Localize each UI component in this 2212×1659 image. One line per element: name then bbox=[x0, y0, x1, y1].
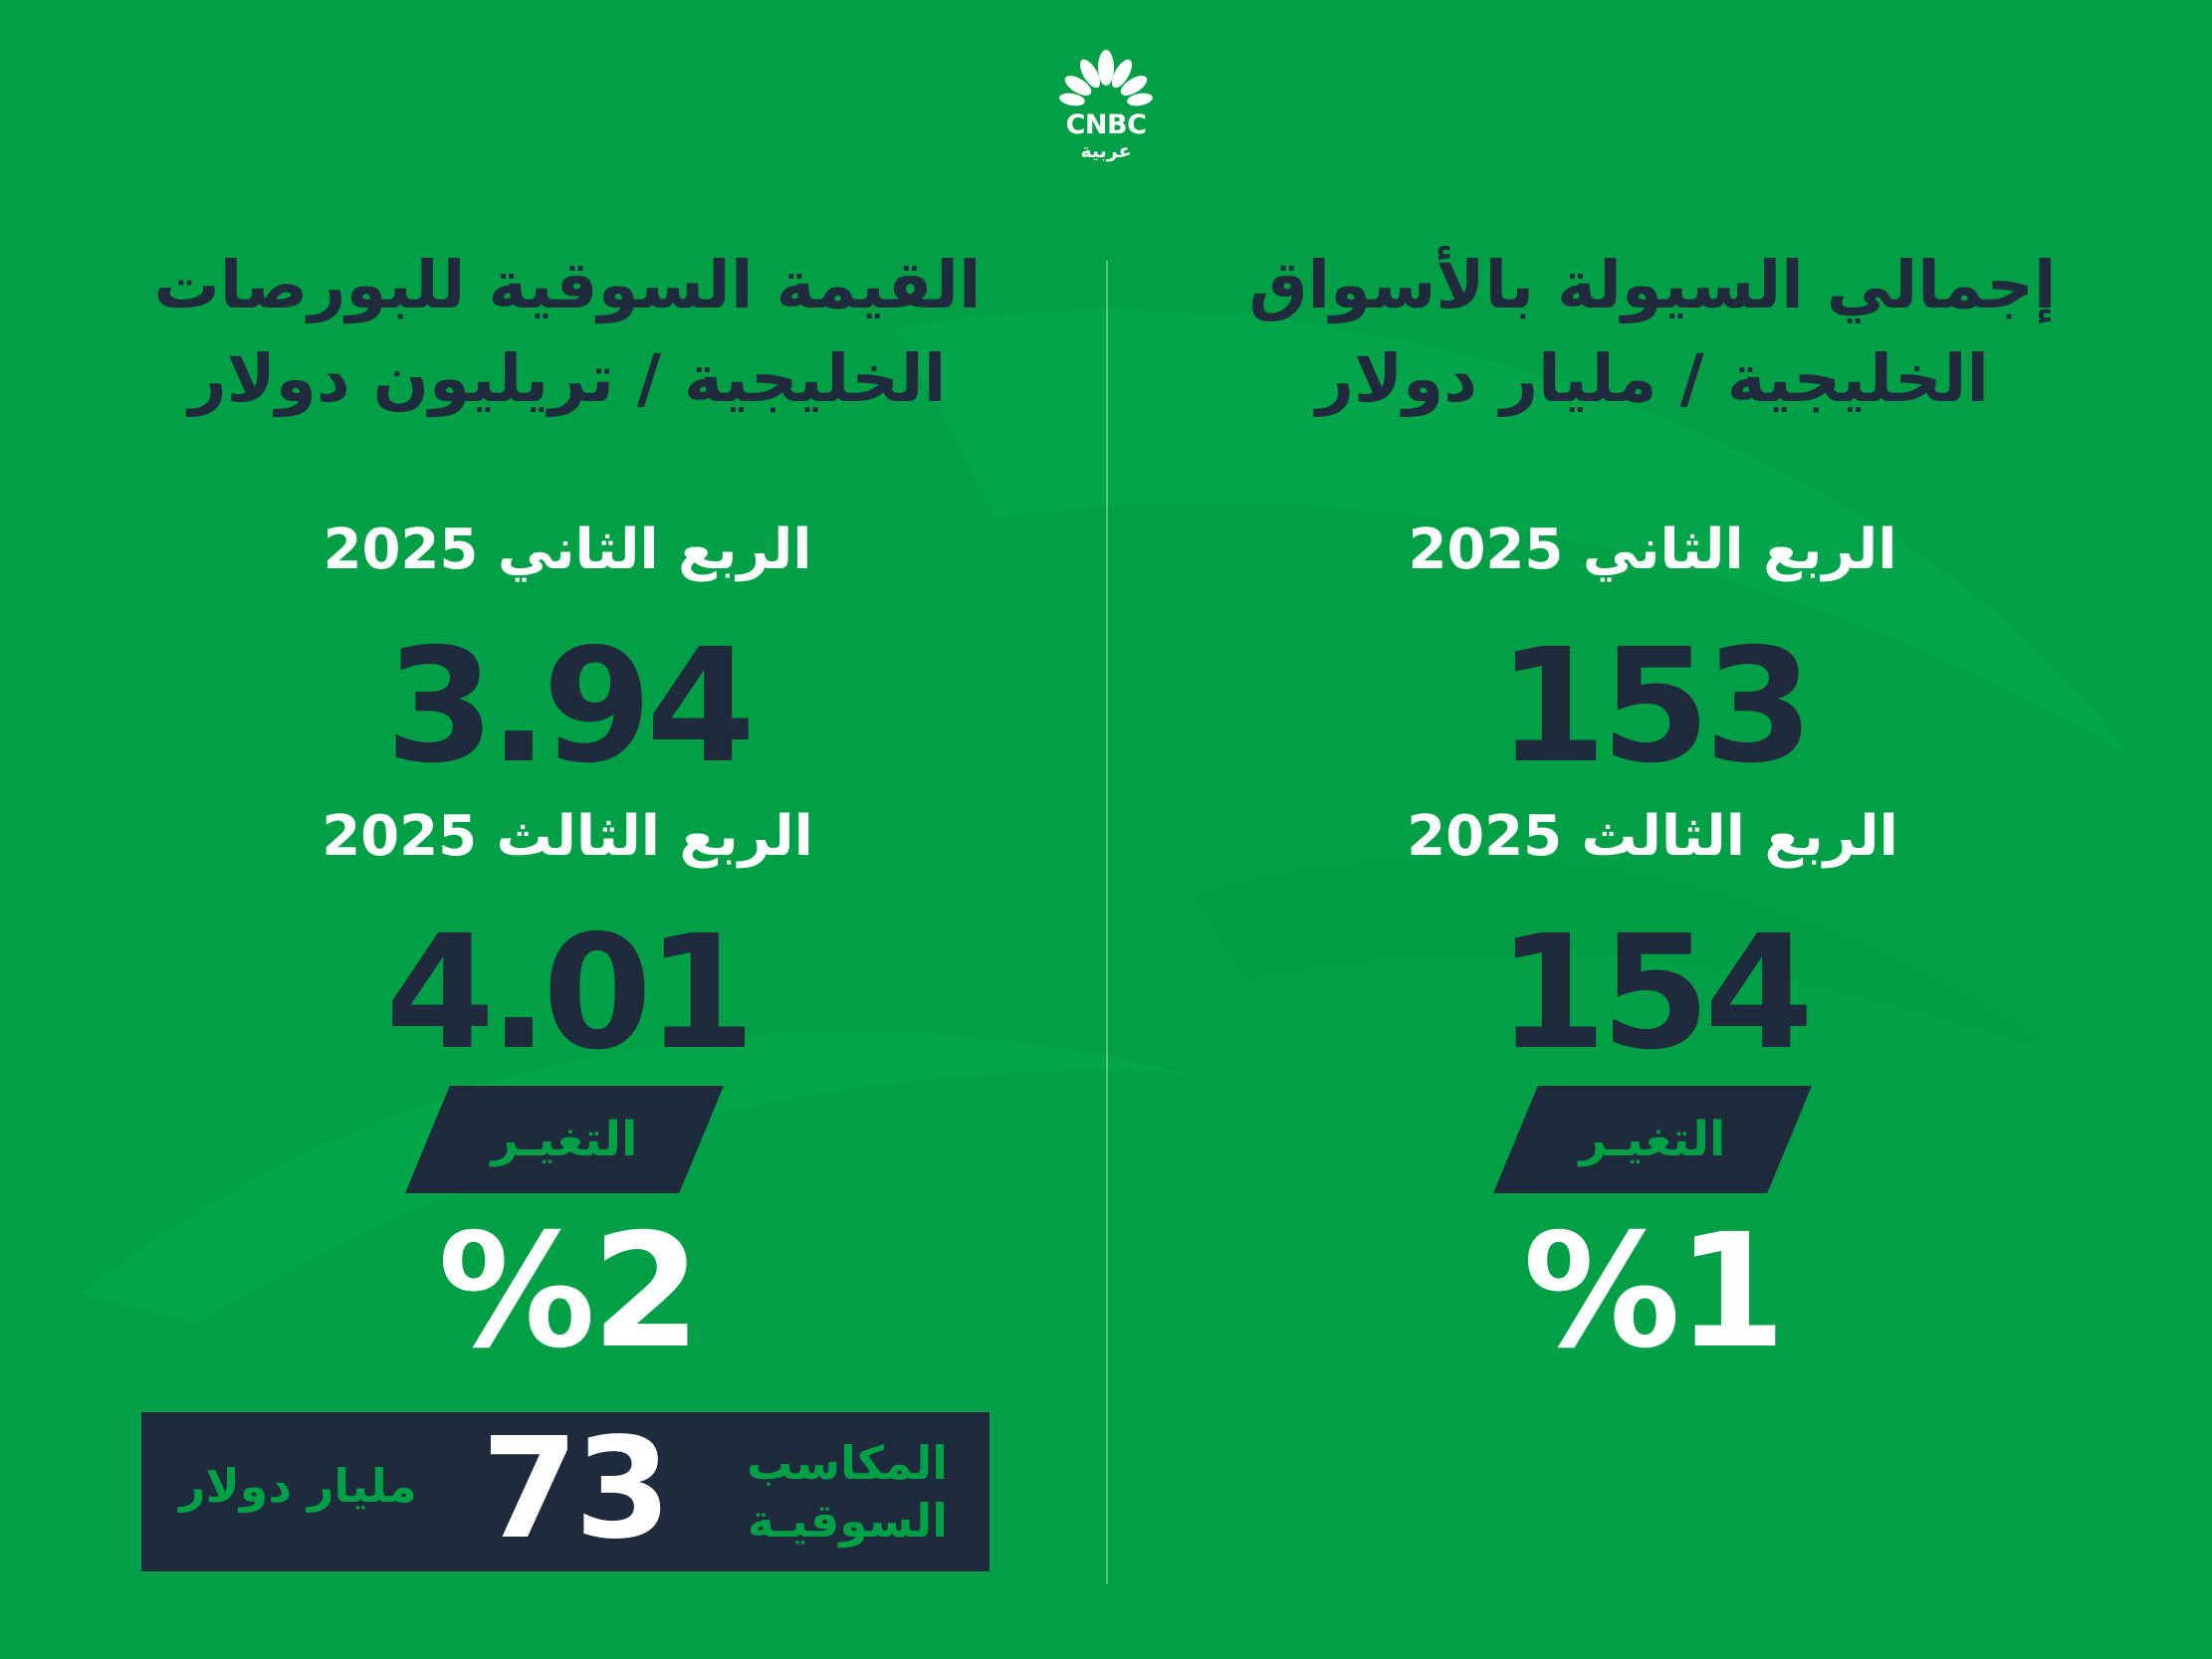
market-cap-q3-label: الربع الثالث 2025 bbox=[322, 804, 813, 869]
logo-subtitle: عربية bbox=[1080, 140, 1132, 162]
market-cap-change-tag: التغيـر bbox=[405, 1086, 724, 1193]
market-cap-heading-line1: القيمة السوقية للبورصات bbox=[153, 247, 982, 323]
cnbc-logo: CNBC عربية bbox=[1050, 48, 1162, 165]
liquidity-heading-line2: الخليجية / مليار دولار bbox=[1316, 340, 1989, 417]
market-cap-q3-value: 4.01 bbox=[385, 902, 756, 1085]
market-gains-unit: مليار دولار bbox=[179, 1459, 417, 1513]
market-cap-heading: القيمة السوقية للبورصات الخليجية / تريلي… bbox=[70, 239, 1065, 426]
market-cap-heading-line2: الخليجية / تريليون دولار bbox=[188, 340, 947, 417]
market-gains-box: المكاسب السوقيـة 73 مليار دولار bbox=[141, 1412, 990, 1571]
liquidity-q3-label: الربع الثالث 2025 bbox=[1407, 804, 1898, 869]
market-cap-q2-value: 3.94 bbox=[385, 615, 756, 798]
liquidity-heading-line1: إجمالي السيولة بالأسواق bbox=[1248, 247, 2057, 323]
market-cap-column: القيمة السوقية للبورصات الخليجية / تريلي… bbox=[70, 0, 1065, 1659]
liquidity-change-value: %1 bbox=[1522, 1200, 1786, 1383]
liquidity-heading: إجمالي السيولة بالأسواق الخليجية / مليار… bbox=[1155, 239, 2150, 426]
market-cap-change-value: %2 bbox=[437, 1200, 701, 1383]
liquidity-q2-value: 153 bbox=[1497, 615, 1814, 798]
liquidity-q3-value: 154 bbox=[1497, 902, 1814, 1085]
market-gains-title: المكاسب السوقيـة bbox=[747, 1434, 948, 1550]
liquidity-column: إجمالي السيولة بالأسواق الخليجية / مليار… bbox=[1155, 0, 2150, 1659]
market-gains-title-line2: السوقيـة bbox=[747, 1494, 948, 1548]
market-gains-value: 73 bbox=[481, 1408, 672, 1570]
peacock-icon bbox=[1059, 50, 1153, 107]
liquidity-q2-label: الربع الثاني 2025 bbox=[1408, 518, 1897, 582]
market-cap-q2-label: الربع الثاني 2025 bbox=[323, 518, 812, 582]
logo-text: CNBC bbox=[1065, 109, 1147, 140]
column-divider bbox=[1106, 261, 1108, 1584]
liquidity-change-tag: التغيـر bbox=[1493, 1086, 1812, 1193]
market-gains-title-line1: المكاسب bbox=[747, 1436, 948, 1490]
